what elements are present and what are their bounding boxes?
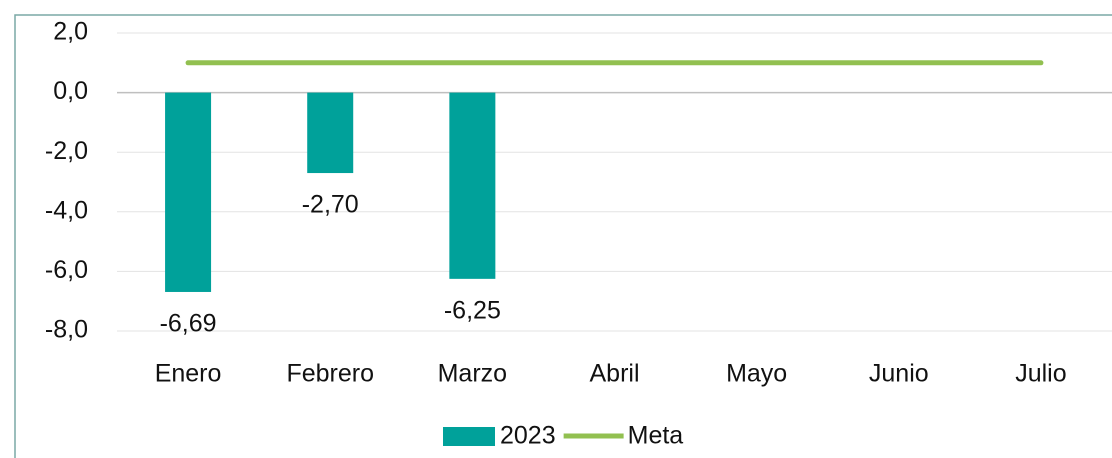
- x-tick-label: Febrero: [286, 360, 374, 388]
- data-label: -6,69: [160, 310, 217, 338]
- legend-swatch: [443, 427, 495, 446]
- x-tick-label: Junio: [869, 360, 929, 388]
- x-tick-label: Abril: [589, 360, 639, 388]
- bar: [165, 92, 212, 292]
- y-tick-label: -6,0: [45, 256, 88, 284]
- x-tick-label: Julio: [1015, 360, 1066, 388]
- y-tick-label: 2,0: [53, 18, 88, 46]
- x-tick-label: Mayo: [726, 360, 787, 388]
- y-tick-label: -2,0: [45, 137, 88, 165]
- x-tick-label: Marzo: [438, 360, 507, 388]
- y-tick-label: -8,0: [45, 316, 88, 344]
- y-tick-label: -4,0: [45, 196, 88, 224]
- data-label: -2,70: [302, 191, 359, 219]
- chart-frame: [14, 14, 1112, 458]
- legend-label: Meta: [628, 422, 684, 450]
- legend-label: 2023: [500, 422, 556, 450]
- y-tick-label: 0,0: [53, 77, 88, 105]
- x-tick-label: Enero: [155, 360, 222, 388]
- data-label: -6,25: [444, 296, 501, 324]
- bar: [449, 92, 496, 279]
- bar: [307, 92, 354, 174]
